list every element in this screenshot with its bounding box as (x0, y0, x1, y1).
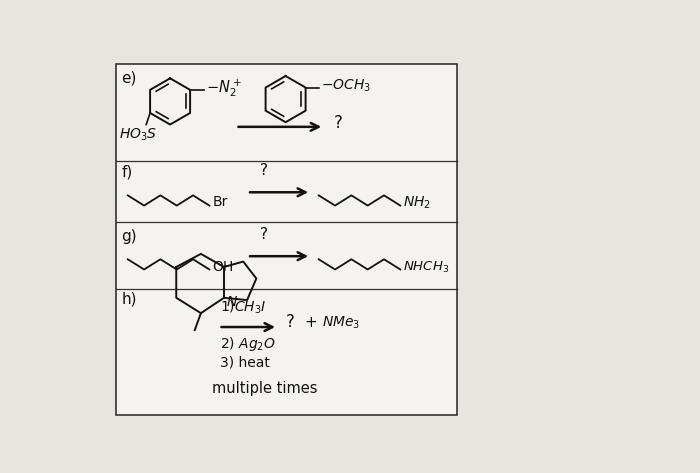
Text: 2) $Ag_2O$: 2) $Ag_2O$ (220, 335, 276, 353)
Text: f): f) (122, 165, 133, 180)
Bar (116, 64, 456, 415)
Text: e): e) (122, 71, 137, 86)
Text: N: N (226, 295, 237, 308)
Text: $HO_3S$: $HO_3S$ (118, 126, 157, 143)
Text: $-OCH_3$: $-OCH_3$ (321, 78, 371, 94)
Text: $NMe_3$: $NMe_3$ (322, 314, 360, 331)
Text: ?: ? (260, 227, 268, 242)
Text: ?: ? (334, 114, 343, 132)
Text: OH: OH (213, 260, 234, 274)
Text: $NHCH_3$: $NHCH_3$ (403, 260, 449, 275)
Text: 1)$CH_3I$: 1)$CH_3I$ (220, 298, 267, 315)
Text: $NH_2$: $NH_2$ (403, 195, 431, 211)
Text: ?: ? (260, 163, 268, 178)
Text: ?: ? (286, 314, 295, 332)
Text: +: + (305, 315, 318, 330)
Text: 3) heat: 3) heat (220, 355, 270, 369)
Text: $-N_2^+$: $-N_2^+$ (206, 78, 241, 99)
Text: g): g) (122, 228, 137, 244)
Text: multiple times: multiple times (213, 381, 318, 396)
Text: Br: Br (213, 195, 228, 210)
Text: h): h) (122, 292, 137, 307)
